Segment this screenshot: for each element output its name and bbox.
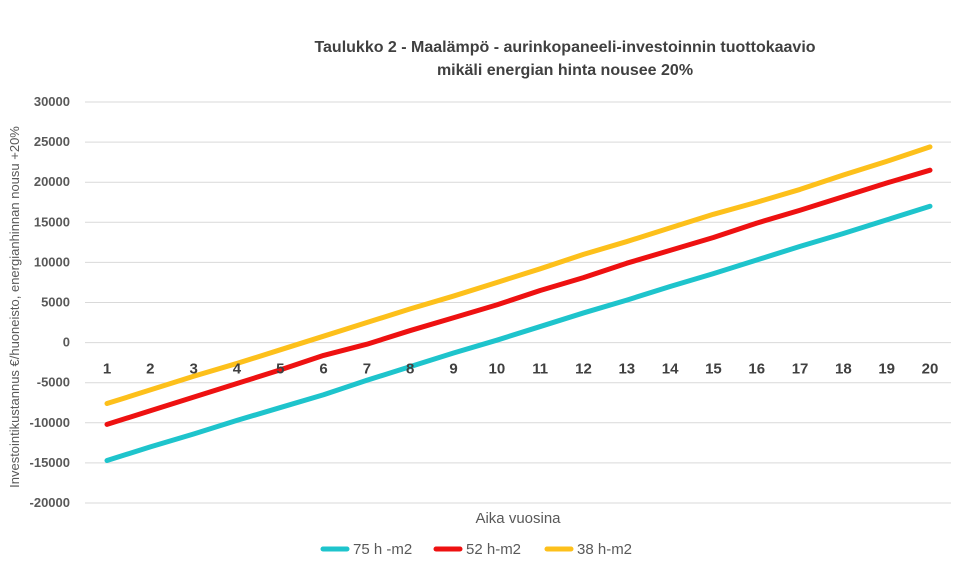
x-tick-label: 3 <box>189 361 197 378</box>
x-tick-label: 9 <box>449 361 457 378</box>
y-tick-label: -10000 <box>30 415 70 430</box>
y-tick-label: 0 <box>63 335 70 350</box>
y-tick-label: 30000 <box>34 94 70 109</box>
y-tick-label: 25000 <box>34 134 70 149</box>
x-tick-label: 5 <box>276 361 284 378</box>
y-tick-label: 10000 <box>34 254 70 269</box>
series-lines <box>104 144 933 463</box>
x-tick-label: 1 <box>103 361 111 378</box>
x-tick-label: 14 <box>662 361 679 378</box>
y-tick-label: -15000 <box>30 455 70 470</box>
y-tick-label: 15000 <box>34 214 70 229</box>
x-tick-label: 17 <box>792 361 809 378</box>
chart-title: Taulukko 2 - Maalämpö - aurinkopaneeli-i… <box>314 39 815 56</box>
legend-entry-1: 75 h -m2 <box>353 541 412 558</box>
x-tick-label: 16 <box>748 361 765 378</box>
legend: 75 h -m2 52 h-m2 38 h-m2 <box>320 541 632 558</box>
y-tick-label: -5000 <box>37 375 70 390</box>
x-tick-label: 20 <box>922 361 939 378</box>
x-tick-label: 13 <box>618 361 635 378</box>
x-tick-label: 19 <box>878 361 895 378</box>
x-tick-label: 15 <box>705 361 722 378</box>
gridlines <box>85 101 951 504</box>
series-line-1 <box>104 203 933 463</box>
series-line-3 <box>104 144 933 407</box>
x-tick-labels: 1 2 3 4 5 6 7 8 9 10 11 12 13 14 15 16 17 18 19 20 <box>103 361 939 378</box>
x-tick-label: 8 <box>406 361 414 378</box>
legend-entry-3: 38 h-m2 <box>577 541 632 558</box>
x-tick-label: 18 <box>835 361 852 378</box>
x-tick-label: 7 <box>363 361 371 378</box>
x-tick-label: 12 <box>575 361 592 378</box>
y-tick-label: -20000 <box>30 495 70 510</box>
chart-subtitle: mikäli energian hinta nousee 20% <box>437 62 693 79</box>
y-axis-label: Investointikustannus €/huoneisto, energi… <box>7 126 22 488</box>
x-tick-label: 11 <box>532 361 548 378</box>
x-tick-label: 10 <box>488 361 505 378</box>
x-tick-label: 4 <box>233 361 242 378</box>
x-tick-label: 2 <box>146 361 154 378</box>
x-tick-label: 6 <box>319 361 327 378</box>
y-tick-label: 5000 <box>41 295 70 310</box>
y-tick-labels: 30000 25000 20000 15000 10000 5000 0 -5000 -1000… <box>30 94 70 510</box>
series-line-2 <box>104 167 933 427</box>
legend-entry-2: 52 h-m2 <box>466 541 521 558</box>
y-tick-label: 20000 <box>34 174 70 189</box>
x-axis-label: Aika vuosina <box>475 510 561 527</box>
